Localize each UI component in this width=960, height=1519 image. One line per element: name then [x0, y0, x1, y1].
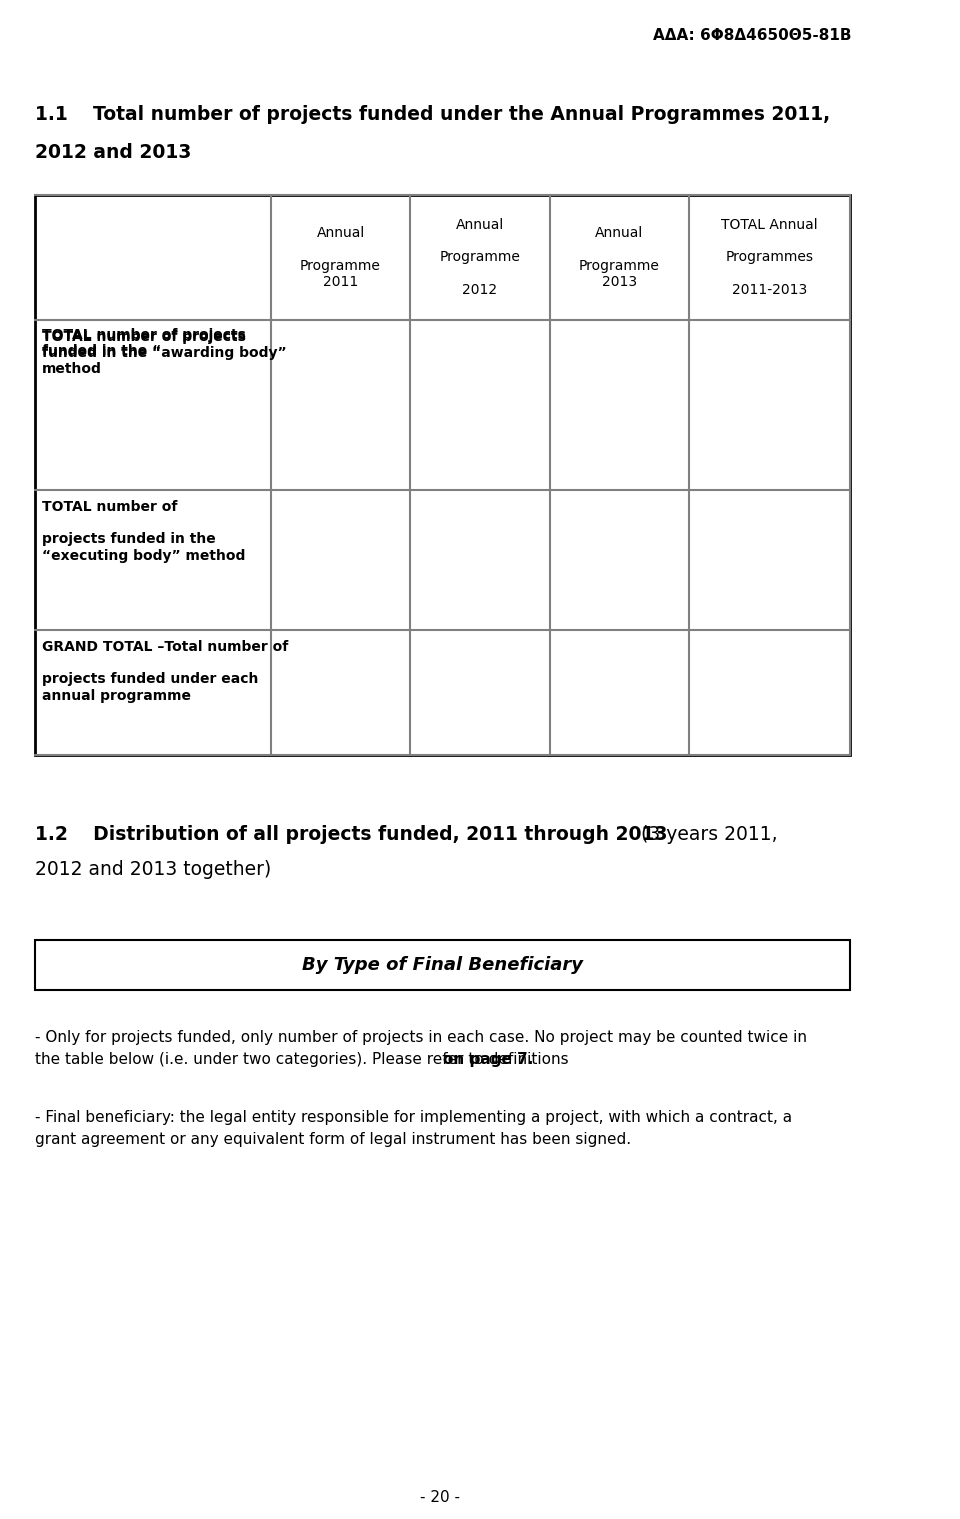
- Text: TOTAL number of projects
funded in the “: TOTAL number of projects funded in the “: [42, 328, 246, 358]
- Text: By Type of Final Beneficiary: By Type of Final Beneficiary: [302, 955, 583, 974]
- Text: 2012 and 2013 together): 2012 and 2013 together): [35, 860, 271, 880]
- Text: Annual

Programme
2011: Annual Programme 2011: [300, 226, 381, 289]
- Text: TOTAL Annual

Programmes

2011-2013: TOTAL Annual Programmes 2011-2013: [721, 219, 818, 296]
- Text: - Only for projects funded, only number of projects in each case. No project may: - Only for projects funded, only number …: [35, 1030, 806, 1045]
- Text: 2012 and 2013: 2012 and 2013: [35, 143, 191, 163]
- Text: - Final beneficiary: the legal entity responsible for implementing a project, wi: - Final beneficiary: the legal entity re…: [35, 1110, 792, 1126]
- Text: Annual

Programme

2012: Annual Programme 2012: [440, 219, 520, 296]
- Text: 1.2  Distribution of all projects funded, 2011 through 2013: 1.2 Distribution of all projects funded,…: [35, 825, 667, 845]
- Bar: [35, 194, 851, 755]
- Text: on page 7.: on page 7.: [443, 1053, 533, 1066]
- Text: GRAND TOTAL –Total number of

projects funded under each
annual programme: GRAND TOTAL –Total number of projects fu…: [42, 639, 288, 703]
- Text: AΔA: 6Φ8Δ4650Θ5-81B: AΔA: 6Φ8Δ4650Θ5-81B: [654, 27, 852, 43]
- Bar: [35, 940, 851, 990]
- Text: - 20 -: - 20 -: [420, 1490, 460, 1505]
- Text: grant agreement or any equivalent form of legal instrument has been signed.: grant agreement or any equivalent form o…: [35, 1132, 631, 1147]
- Text: the table below (i.e. under two categories). Please refer to definitions: the table below (i.e. under two categori…: [35, 1053, 573, 1066]
- Text: (3 years 2011,: (3 years 2011,: [641, 825, 778, 845]
- Text: 1.1  Total number of projects funded under the Annual Programmes 2011,: 1.1 Total number of projects funded unde…: [35, 105, 830, 125]
- Text: Annual

Programme
2013: Annual Programme 2013: [579, 226, 660, 289]
- Text: TOTAL number of projects
funded in the “awarding body”
method: TOTAL number of projects funded in the “…: [42, 330, 287, 377]
- Text: TOTAL number of

projects funded in the
“executing body” method: TOTAL number of projects funded in the “…: [42, 500, 246, 562]
